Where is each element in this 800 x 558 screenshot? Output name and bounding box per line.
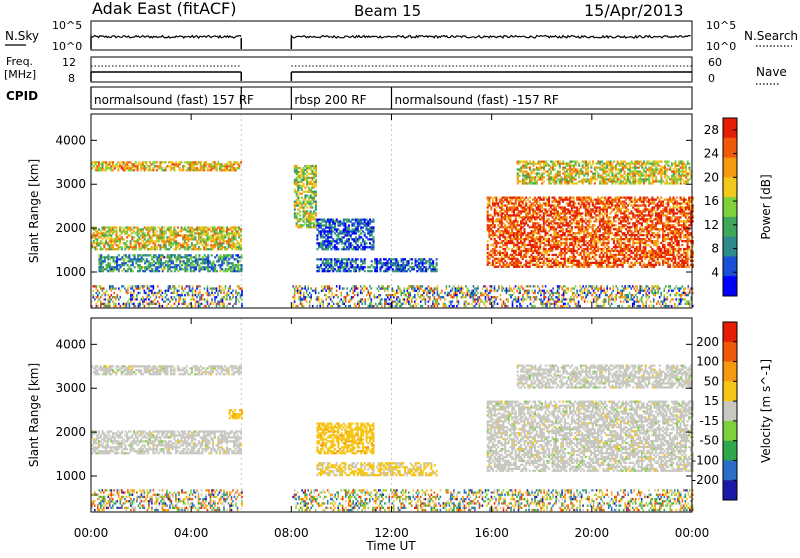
cpid-segment-label: normalsound (fast) -157 RF [395, 93, 559, 107]
colorbar-tick-label: 28 [704, 123, 719, 137]
y-tick-label: 3000 [55, 381, 86, 395]
freq-tick-bottom: 8 [68, 72, 75, 85]
x-tick-label: 08:00 [274, 526, 309, 540]
freq-label-line2: [MHz] [4, 68, 36, 81]
x-tick-label: 12:00 [374, 526, 409, 540]
cpid-strip: CPID normalsound (fast) 157 RF rbsp 200 R… [6, 87, 692, 109]
y-tick-label: 3000 [55, 177, 86, 191]
echo-band [294, 165, 317, 228]
noise-strip: N.Sky 10^5 10^0 10^5 10^0 N.Search [5, 19, 798, 53]
y-tick-label: 1000 [55, 469, 86, 483]
freq-tick-top: 12 [62, 56, 76, 69]
cpid-segment-label: normalsound (fast) 157 RF [94, 93, 254, 107]
colorbar-tick-label: 16 [704, 194, 719, 208]
x-tick-label: 16:00 [474, 526, 509, 540]
freq-strip: Freq. [MHz] 12 8 60 0 Nave [4, 55, 787, 85]
nsearch-tick-top: 10^5 [706, 19, 736, 32]
colorbar-label: Velocity [m s^-1] [759, 359, 773, 463]
cpid-segment-label: rbsp 200 RF [294, 93, 366, 107]
y-tick-label: 4000 [55, 337, 86, 351]
x-tick-label: 20:00 [575, 526, 610, 540]
nsearch-tick-bottom: 10^0 [706, 40, 736, 53]
colorbar-tick-label: -50 [699, 434, 719, 448]
date-label: 15/Apr/2013 [584, 1, 684, 20]
colorbar-tick-label: 12 [704, 218, 719, 232]
colorbar-tick-label: 20 [704, 170, 719, 184]
nsky-tick-top: 10^5 [52, 19, 82, 32]
colorbar-tick-label: 100 [696, 355, 719, 369]
x-tick-label: 00:00 [675, 526, 710, 540]
y-axis-title: Slant Range [km] [27, 363, 41, 467]
radar-title: Adak East (fitACF) [92, 0, 236, 18]
cpid-label: CPID [6, 89, 38, 103]
y-tick-label: 4000 [55, 133, 86, 147]
colorbar-label: Power [dB] [759, 174, 773, 239]
colorbar-tick-label: -100 [692, 453, 719, 467]
nsearch-label: N.Search [744, 29, 798, 43]
colorbar-tick-label: 24 [704, 147, 719, 161]
colorbar-tick-label: 4 [711, 265, 719, 279]
echo-band [91, 226, 242, 250]
echo-band [316, 258, 437, 272]
echo-band [517, 161, 693, 185]
colorbar-tick-label: 200 [696, 335, 719, 349]
colorbar: 200 100 50 15 -15 -50 -100 -200 Velocity [m s^-1… [692, 322, 773, 501]
colorbar-tick-label: -200 [692, 473, 719, 487]
freq-label-line1: Freq. [6, 55, 33, 68]
y-axis-title: Slant Range [km] [27, 159, 41, 263]
x-tick-label: 00:00 [74, 526, 109, 540]
nave-label: Nave [756, 65, 787, 79]
nave-tick-bottom: 0 [708, 72, 715, 85]
colorbar-tick-label: -15 [699, 414, 719, 428]
nsky-tick-bottom: 10^0 [52, 40, 82, 53]
beam-label: Beam 15 [354, 2, 421, 20]
x-axis-title: Time UT [365, 539, 416, 553]
nave-tick-top: 60 [708, 56, 722, 69]
colorbar: 4 8 12 16 20 24 28 Power [dB] [704, 118, 773, 297]
y-tick-label: 2000 [55, 425, 86, 439]
x-tick-label: 04:00 [174, 526, 209, 540]
colorbar-tick-label: 8 [711, 242, 719, 256]
y-tick-label: 1000 [55, 265, 86, 279]
nsky-label: N.Sky [5, 29, 39, 43]
y-tick-label: 2000 [55, 221, 86, 235]
colorbar-tick-label: 15 [704, 394, 719, 408]
colorbar-tick-label: 50 [704, 374, 719, 388]
